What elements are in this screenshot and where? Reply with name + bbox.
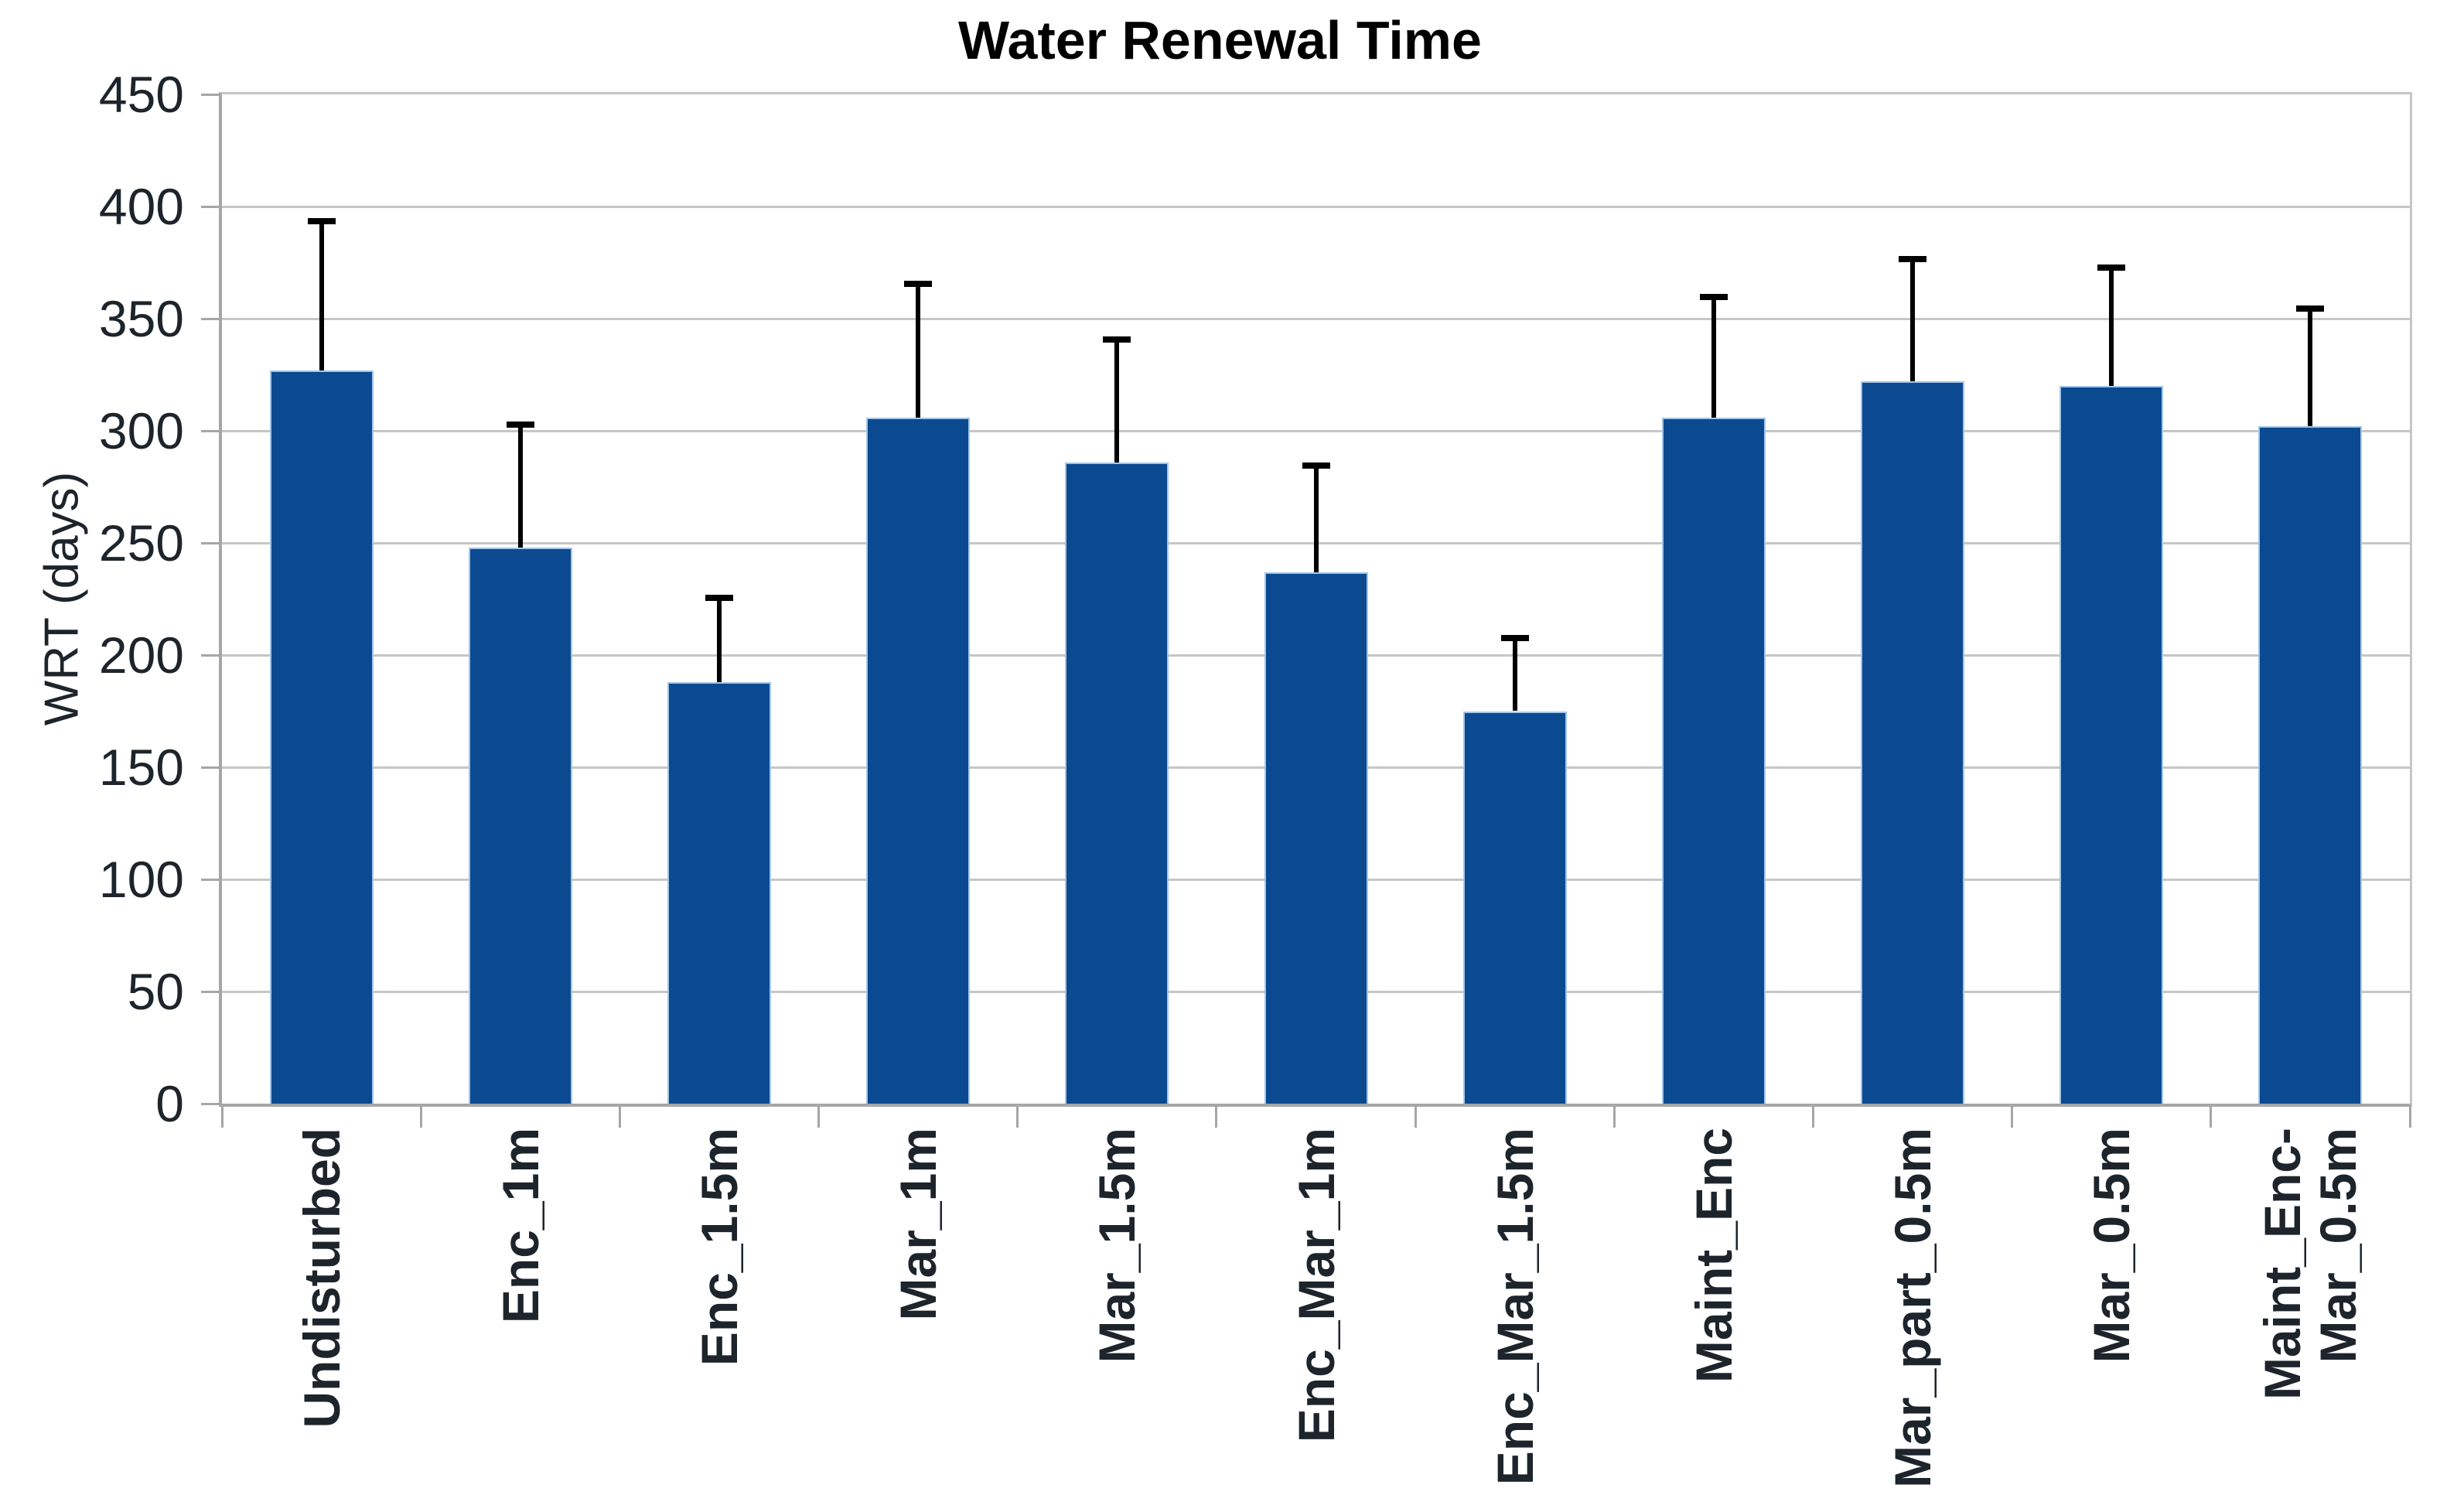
y-tick: [201, 1103, 222, 1105]
error-bar-stem: [517, 422, 523, 548]
x-tick: [1016, 1107, 1019, 1128]
bar: [1661, 417, 1766, 1104]
bar: [1462, 711, 1567, 1104]
error-bar-stem: [2308, 305, 2313, 427]
bar: [269, 370, 374, 1104]
x-tick: [2011, 1107, 2014, 1128]
plot-area: [219, 92, 2412, 1107]
error-bar-stem: [1910, 255, 1916, 382]
x-category-label: Mar_0.5m: [2083, 1128, 2141, 1364]
x-tick: [817, 1107, 821, 1128]
error-bar-stem: [2109, 265, 2114, 386]
y-tick-label: 0: [155, 1075, 184, 1132]
error-bar: [307, 217, 336, 370]
y-tick-label: 100: [98, 851, 184, 908]
y-tick: [201, 654, 222, 657]
y-tick-label: 150: [98, 739, 184, 796]
error-bar-stem: [1114, 336, 1120, 462]
y-tick-label: 400: [98, 178, 184, 235]
chart-title: Water Renewal Time: [958, 10, 1482, 70]
x-category-label: Mar_part_0.5m: [1884, 1128, 1942, 1488]
x-tick: [1215, 1107, 1218, 1128]
x-tick: [1414, 1107, 1417, 1128]
y-tick: [201, 430, 222, 432]
y-tick: [201, 542, 222, 544]
x-tick: [1811, 1107, 1814, 1128]
y-tick: [201, 991, 222, 993]
error-bar-stem: [716, 594, 722, 682]
bar: [667, 681, 771, 1104]
y-tick-label: 250: [98, 514, 184, 572]
x-category-label: Maint_Enc: [1684, 1128, 1742, 1384]
x-category-label: Enc_1.5m: [690, 1128, 748, 1367]
bar: [866, 417, 971, 1104]
gridline: [222, 429, 2410, 432]
x-tick: [220, 1107, 224, 1128]
bar: [1861, 381, 1965, 1104]
x-tick: [1612, 1107, 1616, 1128]
x-tick: [618, 1107, 621, 1128]
error-bar: [1699, 294, 1728, 418]
y-tick: [201, 206, 222, 208]
y-tick: [201, 94, 222, 96]
error-bar: [705, 594, 733, 682]
x-category-label: Maint_Enc- Mar_0.5m: [2254, 1128, 2367, 1401]
error-bar: [1302, 462, 1330, 572]
x-category-label: Mar_1m: [889, 1128, 947, 1321]
x-category-label: Enc_1m: [491, 1128, 549, 1324]
x-category-label: Enc_Mar_1m: [1287, 1128, 1345, 1443]
error-bar-stem: [1512, 634, 1517, 712]
error-bar-stem: [1313, 462, 1319, 572]
bar: [1065, 462, 1169, 1104]
x-category-label: Mar_1.5m: [1088, 1128, 1146, 1364]
x-tick: [419, 1107, 422, 1128]
x-tick: [2210, 1107, 2213, 1128]
y-tick: [201, 879, 222, 881]
y-axis-title: WRT (days): [35, 471, 89, 726]
y-tick-label: 450: [98, 66, 184, 123]
y-tick-label: 200: [98, 626, 184, 684]
x-category-label: Enc_Mar_1.5m: [1486, 1128, 1544, 1486]
y-tick-label: 300: [98, 402, 184, 459]
bar: [2059, 386, 2164, 1104]
error-bar: [2296, 305, 2325, 427]
y-tick-label: 350: [98, 290, 184, 347]
gridline: [222, 205, 2410, 208]
bar: [1264, 572, 1368, 1104]
bar: [468, 547, 572, 1104]
error-bar: [1899, 255, 1927, 382]
error-bar: [1500, 634, 1529, 712]
y-tick: [201, 766, 222, 769]
gridline: [222, 317, 2410, 320]
error-bar: [2097, 265, 2126, 386]
error-bar-stem: [319, 217, 324, 370]
y-tick: [201, 318, 222, 320]
error-bar: [1103, 336, 1131, 462]
bar: [2258, 426, 2363, 1104]
x-category-label: Undisturbed: [292, 1128, 350, 1428]
error-bar-stem: [1711, 294, 1716, 418]
error-bar-stem: [916, 280, 921, 418]
error-bar: [904, 280, 933, 418]
x-tick: [2408, 1107, 2411, 1128]
y-tick-label: 50: [127, 963, 184, 1020]
error-bar: [506, 422, 534, 548]
